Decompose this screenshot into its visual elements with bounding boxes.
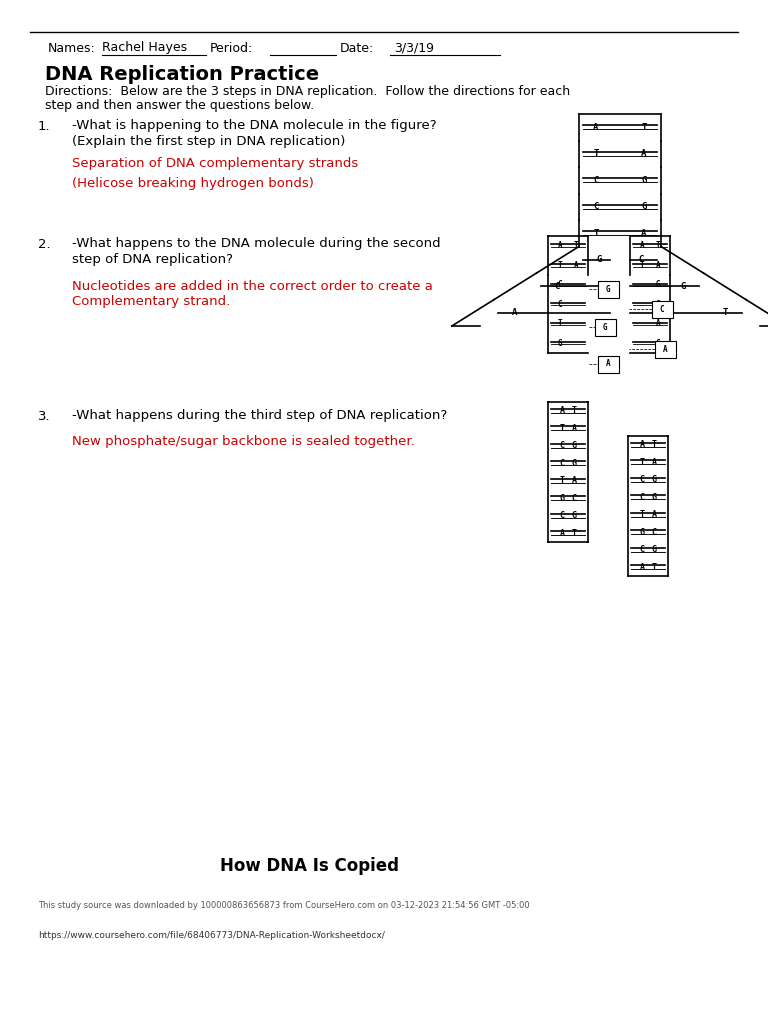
Text: C: C (560, 459, 564, 468)
Text: C: C (558, 281, 562, 289)
Text: G: G (571, 459, 577, 468)
Text: C: C (656, 339, 660, 348)
Text: A: A (640, 563, 644, 571)
Text: C: C (594, 203, 599, 211)
Text: A: A (594, 123, 599, 132)
Text: A: A (641, 228, 647, 238)
Text: A: A (571, 476, 577, 485)
Text: A: A (606, 359, 611, 369)
Text: A: A (640, 242, 644, 250)
Text: G: G (656, 300, 660, 309)
Text: A: A (511, 308, 517, 317)
Text: C: C (560, 441, 564, 451)
Text: G: G (680, 282, 686, 291)
Text: A: A (641, 150, 647, 159)
Text: 3.: 3. (38, 410, 51, 423)
Text: C: C (640, 493, 644, 502)
Text: -What happens to the DNA molecule during the second: -What happens to the DNA molecule during… (72, 238, 441, 251)
Text: G: G (656, 281, 660, 289)
Text: G: G (651, 493, 657, 502)
Text: C: C (571, 494, 577, 503)
Text: -What is happening to the DNA molecule in the figure?: -What is happening to the DNA molecule i… (72, 120, 437, 132)
FancyBboxPatch shape (654, 341, 676, 357)
Text: G: G (651, 475, 657, 484)
Text: C: C (660, 304, 664, 313)
Text: A: A (640, 440, 644, 450)
Text: step and then answer the questions below.: step and then answer the questions below… (45, 99, 314, 113)
Text: T: T (594, 228, 599, 238)
Text: G: G (641, 203, 647, 211)
Text: G: G (558, 339, 562, 348)
Text: A: A (656, 261, 660, 269)
Text: T: T (640, 510, 644, 519)
Text: This study source was downloaded by 100000863656873 from CourseHero.com on 03-12: This study source was downloaded by 1000… (38, 901, 530, 910)
Text: -What happens during the third step of DNA replication?: -What happens during the third step of D… (72, 410, 447, 423)
Text: G: G (560, 494, 564, 503)
Text: Date:: Date: (340, 42, 374, 54)
Text: A: A (558, 242, 562, 250)
Text: 2.: 2. (38, 238, 51, 251)
Text: T: T (594, 150, 599, 159)
Text: 3/3/19: 3/3/19 (394, 42, 434, 54)
Text: DNA Replication Practice: DNA Replication Practice (45, 65, 319, 84)
Text: https://www.coursehero.com/file/68406773/DNA-Replication-Worksheetdocx/: https://www.coursehero.com/file/68406773… (38, 932, 385, 940)
Text: G: G (596, 255, 601, 264)
Text: T: T (558, 319, 562, 329)
Text: G: G (640, 527, 644, 537)
Text: Directions:  Below are the 3 steps in DNA replication.  Follow the directions fo: Directions: Below are the 3 steps in DNA… (45, 85, 570, 98)
Text: A: A (574, 261, 578, 269)
Text: Rachel Hayes: Rachel Hayes (102, 42, 187, 54)
Text: A: A (651, 458, 657, 467)
Text: Complementary strand.: Complementary strand. (72, 296, 230, 308)
Text: T: T (571, 528, 577, 538)
Text: G: G (641, 176, 647, 184)
Text: A: A (560, 528, 564, 538)
FancyBboxPatch shape (651, 300, 673, 317)
Text: G: G (606, 285, 611, 294)
Text: A: A (571, 424, 577, 433)
Text: (Helicose breaking hydrogen bonds): (Helicose breaking hydrogen bonds) (72, 177, 314, 190)
Text: T: T (640, 261, 644, 269)
Text: G: G (603, 323, 607, 332)
Text: Nucleotides are added in the correct order to create a: Nucleotides are added in the correct ord… (72, 280, 433, 293)
Text: T: T (560, 424, 564, 433)
Text: T: T (723, 308, 729, 317)
Text: C: C (558, 300, 562, 309)
Text: C: C (640, 475, 644, 484)
FancyBboxPatch shape (594, 318, 615, 336)
Text: Names:: Names: (48, 42, 96, 54)
Text: 1.: 1. (38, 120, 51, 132)
Text: A: A (560, 407, 564, 416)
Text: A: A (663, 344, 667, 353)
Text: T: T (571, 407, 577, 416)
Text: How DNA Is Copied: How DNA Is Copied (220, 857, 399, 874)
Text: A: A (651, 510, 657, 519)
FancyBboxPatch shape (598, 355, 618, 373)
Text: (Explain the first step in DNA replication): (Explain the first step in DNA replicati… (72, 134, 346, 147)
Text: C: C (638, 255, 644, 264)
Text: T: T (560, 476, 564, 485)
Text: C: C (560, 511, 564, 520)
Text: T: T (574, 242, 578, 250)
Text: G: G (571, 441, 577, 451)
FancyBboxPatch shape (598, 281, 618, 298)
Text: Period:: Period: (210, 42, 253, 54)
Text: T: T (651, 563, 657, 571)
Text: G: G (571, 511, 577, 520)
Text: T: T (558, 261, 562, 269)
Text: C: C (640, 545, 644, 554)
Text: C: C (651, 527, 657, 537)
Text: step of DNA replication?: step of DNA replication? (72, 254, 233, 266)
Text: New phosphate/sugar backbone is sealed together.: New phosphate/sugar backbone is sealed t… (72, 435, 415, 449)
Text: T: T (640, 458, 644, 467)
Text: Separation of DNA complementary strands: Separation of DNA complementary strands (72, 158, 358, 171)
Text: G: G (651, 545, 657, 554)
Text: C: C (594, 176, 599, 184)
Text: T: T (641, 123, 647, 132)
Text: T: T (656, 242, 660, 250)
Text: A: A (656, 319, 660, 329)
Text: C: C (554, 282, 559, 291)
Text: T: T (651, 440, 657, 450)
